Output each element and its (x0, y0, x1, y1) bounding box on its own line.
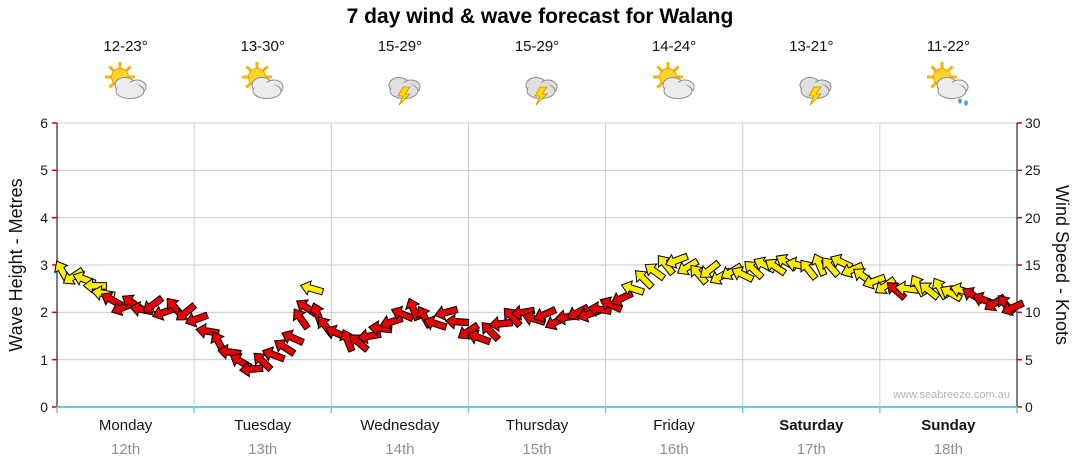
weather-icon-thunderstorm (509, 60, 565, 106)
wind-arrow (273, 339, 297, 357)
wind-arrow (457, 321, 481, 340)
wind-arrow (281, 329, 305, 346)
wind-arrow (657, 255, 677, 277)
day-date: 12th (110, 441, 141, 458)
left-axis-tick-label: 5 (40, 162, 48, 179)
wind-arrow (886, 282, 908, 301)
day-date: 17th (796, 441, 826, 458)
gridlines (57, 122, 1017, 407)
wind-arrow (175, 302, 198, 321)
right-axis-tick-label: 15 (1025, 257, 1041, 273)
wind-arrow (261, 346, 286, 363)
wind-arrow (699, 259, 722, 278)
left-axis-tick-label: 2 (40, 304, 48, 321)
day-name: Friday (653, 417, 695, 434)
cloud-icon (662, 77, 695, 99)
wind-arrow (800, 259, 819, 281)
cloud-icon (251, 77, 284, 99)
wind-arrow (664, 252, 689, 269)
day-temp: 15-29° (377, 38, 423, 55)
wind-arrow (184, 311, 209, 328)
watermark: www.seabreeze.com.au (893, 389, 1010, 401)
day-date: 16th (659, 441, 689, 458)
weather-icon-thunderstorm (783, 60, 839, 106)
day-name: Sunday (921, 417, 976, 434)
weather-icon-partly-cloudy (98, 60, 154, 106)
right-axis-tick-label: 5 (1025, 351, 1033, 368)
day-name: Saturday (779, 417, 844, 434)
day-date: 15th (522, 441, 552, 458)
day-date: 18th (933, 441, 963, 458)
wind-arrow (444, 313, 470, 330)
weather-icon-partly-cloudy-rain (920, 60, 976, 106)
left-axis-tick-label: 3 (40, 257, 48, 273)
wind-arrow (238, 361, 264, 378)
right-axis-tick-label: 20 (1025, 209, 1041, 226)
wind-arrow (467, 329, 492, 346)
day-name: Monday (98, 417, 153, 434)
weather-icon-thunderstorm (372, 60, 428, 106)
wind-arrow (620, 280, 646, 296)
weather-icon-partly-cloudy (646, 60, 702, 106)
wind-arrow (919, 282, 941, 301)
wind-arrow (1001, 299, 1025, 317)
weather-icon-partly-cloudy (235, 60, 291, 106)
day-temp: 11-22° (926, 38, 971, 55)
wind-arrow (874, 276, 897, 294)
cloud-icon (936, 77, 969, 99)
day-temp: 13-21° (789, 38, 834, 55)
right-axis-tick-label: 0 (1025, 399, 1033, 415)
wind-arrow (634, 270, 655, 290)
wind-arrow (676, 257, 700, 276)
wind-arrow (862, 273, 887, 290)
axis-ticks (52, 122, 1022, 413)
wind-arrow (348, 334, 370, 353)
right-axis-tick-label: 25 (1025, 162, 1041, 179)
left-axis-tick-label: 1 (40, 351, 48, 368)
rain-icon (958, 98, 969, 106)
day-temp: 12-23° (103, 38, 148, 55)
day-temp: 13-30° (240, 38, 285, 55)
wind-arrow (764, 258, 788, 277)
wind-arrow (690, 264, 710, 286)
right-axis-tick-label: 30 (1025, 115, 1041, 131)
wind-arrow (533, 306, 558, 323)
lightning-icon (397, 86, 411, 106)
wind-arrow (510, 304, 536, 321)
wind-arrow (822, 257, 841, 279)
lightning-icon (808, 86, 823, 106)
left-axis-tick-label: 6 (40, 115, 48, 131)
wind-arrow (503, 307, 523, 329)
wind-arrow (940, 284, 964, 303)
day-temp: 14-24° (651, 38, 697, 55)
wind-arrow (731, 265, 755, 283)
right-axis-tick-label: 10 (1025, 304, 1041, 321)
wind-arrow (423, 315, 448, 331)
lightning-icon (534, 86, 548, 106)
left-axis-tick-label: 4 (40, 209, 48, 226)
wind-arrow (434, 304, 459, 321)
day-name: Thursday (505, 417, 569, 434)
wind-arrow (644, 263, 667, 282)
day-date: 13th (248, 441, 278, 458)
left-axis-tick-label: 0 (40, 399, 48, 415)
wind-arrow (744, 260, 765, 281)
wind-arrow (253, 352, 274, 373)
day-temp: 15-29° (514, 38, 560, 55)
day-date: 14th (385, 441, 415, 458)
wind-arrow (142, 294, 165, 313)
wind-arrows (54, 252, 1025, 378)
wind-arrow (840, 261, 865, 279)
chart-title: 7 day wind & wave forecast for Walang (346, 5, 734, 28)
wind-arrow (481, 322, 502, 343)
wind-arrow (720, 262, 744, 280)
cloud-icon (114, 77, 147, 99)
day-name: Wednesday (360, 417, 440, 434)
day-name: Tuesday (234, 417, 292, 434)
wind-arrow (299, 280, 325, 296)
wind-arrow (82, 277, 107, 294)
